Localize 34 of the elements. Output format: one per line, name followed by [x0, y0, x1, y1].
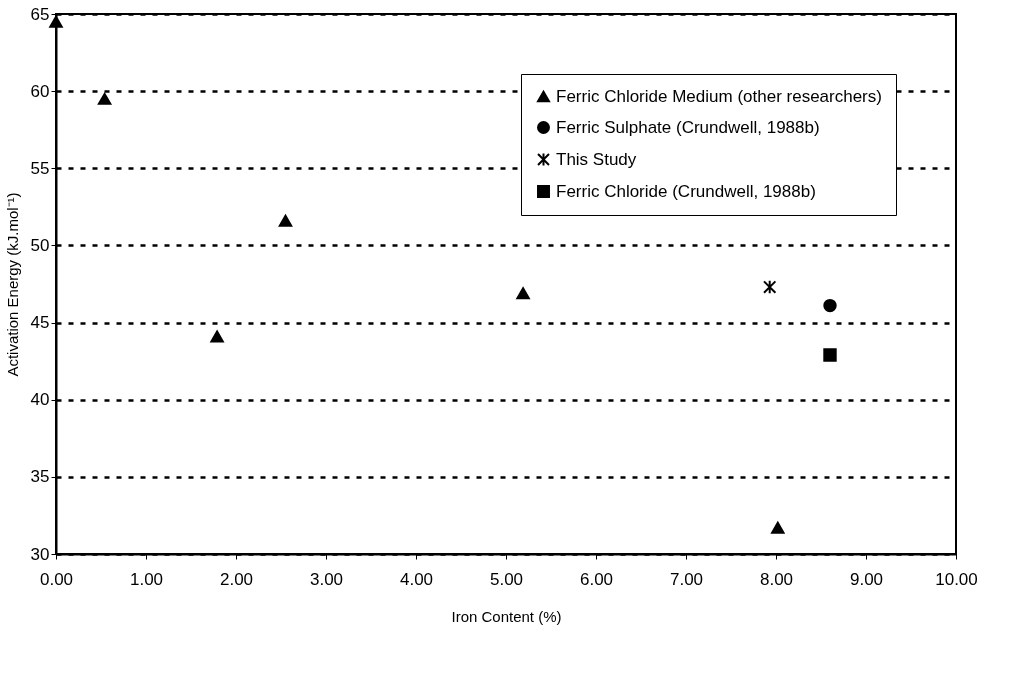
- legend-label: Ferric Chloride (Crundwell, 1988b): [556, 181, 816, 201]
- y-tick-label: 65: [30, 4, 50, 24]
- x-tick-label: 9.00: [849, 569, 884, 589]
- legend-label: Ferric Sulphate (Crundwell, 1988b): [556, 117, 820, 137]
- y-axis-title: Activation Energy (kJ.mol⁻¹): [3, 192, 21, 377]
- point: [210, 330, 224, 343]
- y-tick-label: 35: [30, 467, 50, 487]
- x-tick-label: 0.00: [39, 569, 74, 589]
- x-tick-label: 1.00: [129, 569, 164, 589]
- point: [823, 298, 837, 313]
- y-tick-label: 50: [30, 235, 50, 255]
- x-tick-label: 4.00: [399, 569, 434, 589]
- point: [763, 279, 777, 295]
- y-tick-label: 55: [30, 158, 50, 178]
- x-axis-title: Iron Content (%): [451, 607, 562, 625]
- x-tick-label: 10.00: [935, 569, 978, 589]
- point: [823, 348, 837, 362]
- point: [516, 287, 530, 300]
- x-tick-label: 7.00: [669, 569, 704, 589]
- x-tick-label: 5.00: [489, 569, 524, 589]
- y-tick-label: 40: [30, 390, 50, 410]
- legend-label: Ferric Chloride Medium (other researchers): [556, 86, 882, 106]
- y-tick-label: 60: [30, 81, 50, 101]
- x-tick-label: 6.00: [579, 569, 614, 589]
- x-tick-label: 3.00: [309, 569, 344, 589]
- legend-label: This Study: [556, 149, 637, 169]
- y-tick-label: 45: [30, 313, 50, 333]
- y-tick-label: 30: [30, 544, 50, 564]
- x-tick-label: 2.00: [219, 569, 254, 589]
- point: [771, 521, 785, 534]
- x-tick-label: 8.00: [759, 569, 794, 589]
- point: [49, 15, 63, 28]
- point: [97, 92, 112, 105]
- point: [278, 214, 293, 227]
